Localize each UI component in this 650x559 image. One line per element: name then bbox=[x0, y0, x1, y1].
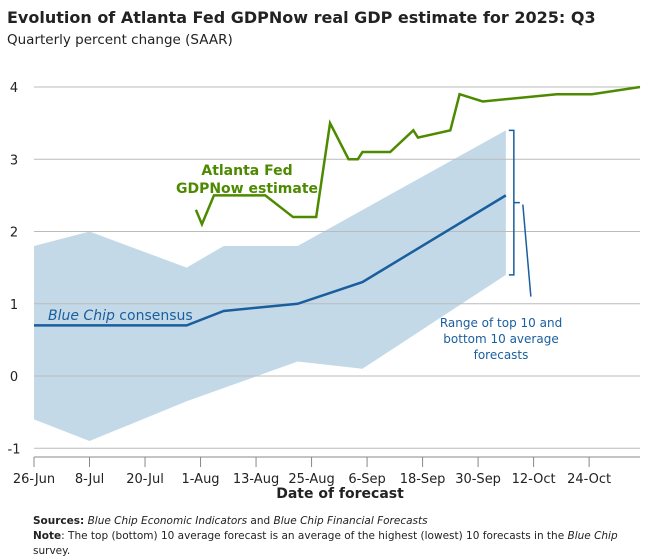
x-tick-label: 8-Jul bbox=[75, 472, 104, 487]
y-tick-label: 1 bbox=[10, 298, 18, 313]
note-text: : The top (bottom) 10 average forecast i… bbox=[61, 530, 568, 542]
y-tick-label: 3 bbox=[10, 153, 18, 168]
gdpnow-line bbox=[194, 85, 641, 228]
range-label: bottom 10 average bbox=[443, 332, 558, 346]
sources-and: and bbox=[247, 515, 274, 527]
sources-line: Sources: Blue Chip Economic Indicators a… bbox=[33, 514, 650, 529]
x-tick-label: 18-Sep bbox=[400, 472, 446, 487]
sources-label: Sources: bbox=[33, 515, 85, 527]
gdpnow-label: Atlanta Fed bbox=[201, 163, 292, 179]
x-tick-label: 13-Aug bbox=[233, 472, 279, 487]
consensus-label-rest: consensus bbox=[115, 308, 193, 324]
range-label: Range of top 10 and bbox=[440, 316, 562, 330]
x-tick-label: 30-Sep bbox=[455, 472, 501, 487]
chart-subtitle: Quarterly percent change (SAAR) bbox=[7, 32, 233, 48]
gdpnow-label: GDPNow estimate bbox=[176, 181, 318, 197]
y-tick-label: -1 bbox=[8, 442, 21, 457]
note-text-end: survey. bbox=[33, 545, 71, 557]
range-label: forecasts bbox=[474, 348, 529, 362]
x-tick-label: 26-Jun bbox=[13, 472, 55, 487]
note-italic: Blue Chip bbox=[567, 530, 618, 542]
x-tick-label: 12-Oct bbox=[512, 472, 556, 487]
range-bracket bbox=[508, 129, 520, 276]
chart-title: Evolution of Atlanta Fed GDPNow real GDP… bbox=[7, 8, 596, 27]
x-tick-label: 1-Aug bbox=[182, 472, 220, 487]
x-tick-label: 24-Oct bbox=[567, 472, 611, 487]
footnotes: Sources: Blue Chip Economic Indicators a… bbox=[33, 514, 650, 559]
y-tick-label: 0 bbox=[10, 370, 18, 385]
source-2: Blue Chip Financial Forecasts bbox=[273, 515, 428, 527]
consensus-label: Blue Chip consensus bbox=[48, 308, 193, 324]
x-tick-label: 20-Jul bbox=[126, 472, 164, 487]
note-line: Note: The top (bottom) 10 average foreca… bbox=[33, 529, 650, 559]
y-tick-label: 2 bbox=[10, 226, 18, 241]
x-tick-label: 25-Aug bbox=[288, 472, 334, 487]
y-tick-label: 4 bbox=[10, 81, 18, 96]
forecast-range-band bbox=[34, 130, 506, 442]
x-tick-label: 6-Sep bbox=[348, 472, 385, 487]
consensus-line bbox=[34, 194, 507, 327]
consensus-label-italic: Blue Chip bbox=[48, 308, 115, 324]
range-pointer bbox=[522, 204, 532, 297]
note-label: Note bbox=[33, 530, 62, 542]
x-axis-label: Date of forecast bbox=[276, 486, 404, 502]
source-1: Blue Chip Economic Indicators bbox=[87, 515, 248, 527]
